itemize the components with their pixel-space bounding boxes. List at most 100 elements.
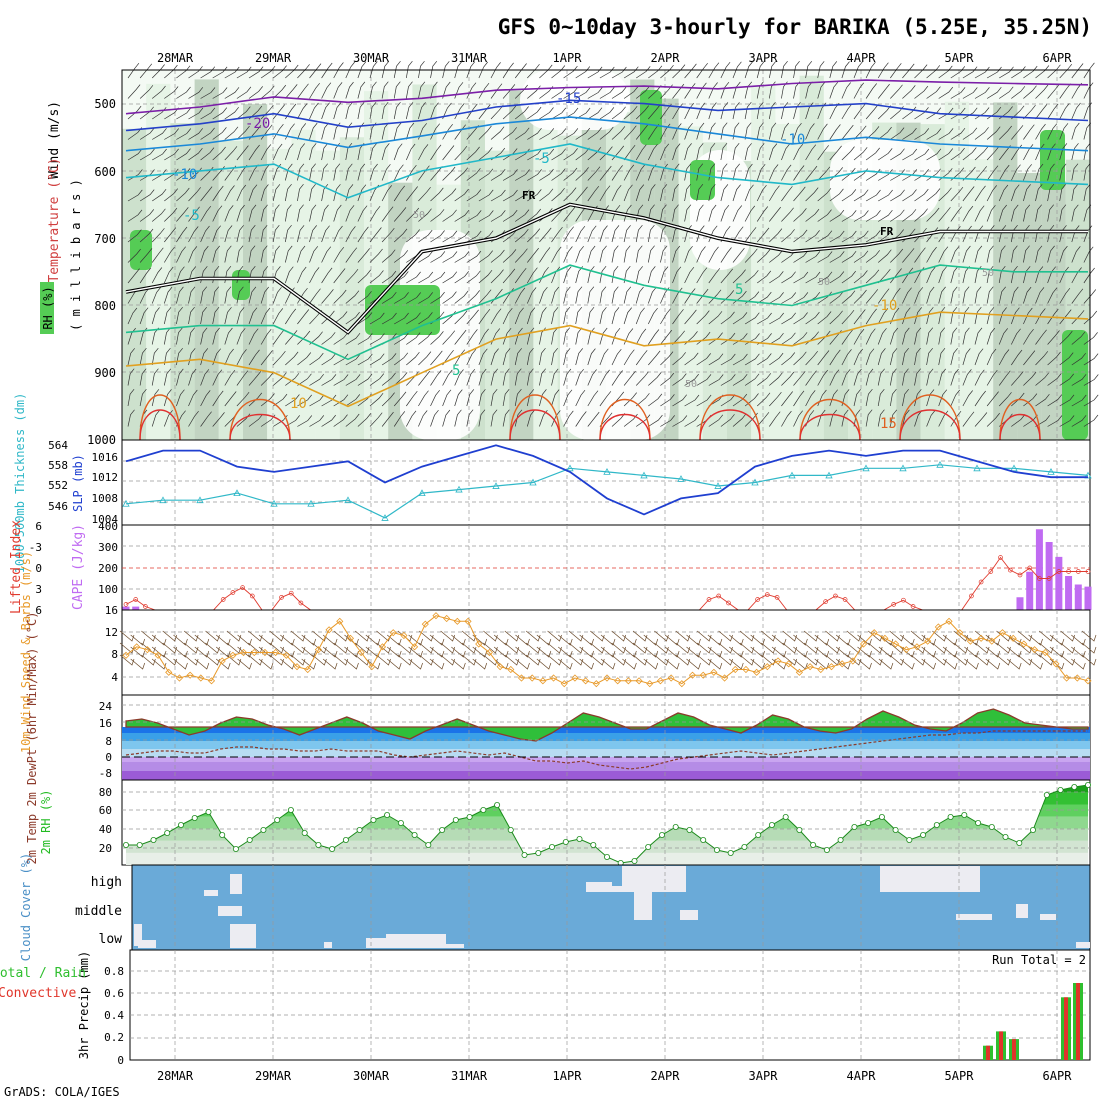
wind-marker	[892, 640, 900, 648]
upper-wind-barb	[660, 163, 668, 181]
upper-wind-barb	[1071, 394, 1087, 407]
upper-wind-barb	[369, 270, 384, 284]
upper-wind-barb	[260, 124, 273, 140]
upper-wind-barb	[1047, 84, 1060, 99]
upper-wind-barb	[914, 247, 926, 263]
freezing-line-inner	[125, 203, 1088, 334]
upper-wind-barb	[1071, 288, 1084, 304]
upper-wind-barb	[672, 330, 685, 345]
upper-wind-barb	[551, 307, 559, 325]
upper-wind-barb	[224, 205, 234, 222]
contour-label-5b: 5	[452, 363, 460, 379]
wind10m-barb	[301, 658, 317, 670]
cape-bars	[122, 529, 1092, 610]
wind10m-barb	[237, 634, 252, 646]
wind10m-barb	[942, 646, 958, 658]
upper-wind-barb	[660, 308, 671, 325]
upper-wind-barb	[260, 85, 275, 99]
upper-wind-barb	[732, 413, 747, 427]
upper-wind-barb	[902, 287, 912, 304]
upper-wind-barb	[236, 349, 247, 366]
panel-slp-thickness: 546 552 558 564 1004 1008 1012 1016 1000…	[13, 393, 1092, 573]
wind-marker	[838, 660, 846, 668]
upper-wind-barb	[829, 389, 838, 407]
upper-wind-barb	[853, 189, 869, 202]
bottom-date-9: 6APR	[1043, 1069, 1073, 1083]
upper-wind-barb	[381, 122, 389, 140]
upper-wind-barb	[393, 60, 401, 79]
upper-wind-barb	[817, 369, 828, 386]
upper-wind-barb	[611, 348, 622, 366]
upper-wind-barb	[394, 332, 409, 345]
upper-wind-barb	[1035, 204, 1042, 222]
upper-wind-barb	[635, 105, 649, 120]
wind-marker	[400, 631, 408, 640]
upper-wind-barb	[684, 373, 699, 386]
upper-wind-barb	[890, 248, 904, 263]
upper-wind-barb	[418, 186, 431, 202]
ylabel-cape: CAPE (J/kg)	[71, 524, 86, 610]
wind10m-barb	[1071, 646, 1086, 658]
upper-wind-barb	[829, 145, 842, 161]
upper-wind-barb	[502, 249, 517, 263]
upper-wind-barb	[841, 349, 852, 366]
upper-wind-barb	[1047, 394, 1063, 407]
upper-wind-barb	[623, 392, 637, 407]
upper-wind-barb	[926, 148, 942, 161]
rh2m-marker	[507, 827, 514, 834]
upper-wind-barb	[539, 107, 554, 120]
upper-wind-barb	[236, 225, 244, 243]
upper-wind-barb	[478, 147, 493, 161]
upper-wind-barb	[660, 224, 667, 243]
wind-marker	[913, 643, 921, 651]
rh2m-marker	[947, 814, 954, 821]
upper-wind-barb	[902, 388, 909, 407]
upper-air-ylabel: Wind (m/s) Temperature (°C) RH (%) ( m i…	[40, 101, 83, 334]
upper-wind-barb	[393, 81, 401, 99]
upper-wind-barb	[599, 286, 607, 304]
upper-wind-barb	[563, 226, 574, 243]
thickness-marker	[307, 499, 315, 507]
upper-wind-barb	[623, 307, 632, 325]
upper-wind-barb	[188, 147, 203, 161]
upper-wind-barb	[1023, 204, 1031, 222]
wind10m-barb	[814, 646, 830, 658]
upper-wind-barb	[829, 124, 841, 140]
rh2m-marker	[1071, 784, 1078, 791]
upper-wind-barb	[176, 327, 183, 345]
wind10m-barb	[1049, 634, 1065, 646]
upper-wind-barb	[393, 372, 408, 386]
upper-wind-barb	[176, 246, 186, 263]
upper-wind-barb	[902, 189, 917, 202]
upper-wind-barb	[442, 166, 456, 181]
upper-wind-barb	[297, 83, 309, 99]
upper-wind-barb	[696, 122, 705, 140]
upper-wind-barb	[708, 102, 717, 120]
rh-band	[1041, 181, 1066, 440]
upper-wind-barb	[841, 250, 857, 263]
rh2m-marker	[370, 817, 377, 824]
wind10m-barb	[985, 646, 1001, 658]
upper-wind-barb	[998, 184, 1009, 202]
upper-wind-barb	[587, 306, 595, 325]
wind-marker	[282, 651, 290, 659]
upper-wind-barb	[938, 286, 946, 304]
upper-wind-barb	[841, 309, 855, 325]
upper-wind-barb	[805, 311, 820, 325]
upper-wind-barb	[393, 391, 407, 407]
upper-wind-barb	[829, 188, 844, 202]
upper-wind-barb	[321, 204, 329, 222]
upper-wind-barb	[369, 61, 378, 79]
upper-wind-barb	[539, 286, 548, 304]
upper-wind-barb	[648, 393, 663, 407]
upper-wind-barb	[623, 86, 639, 99]
ytick-800: 800	[94, 299, 116, 313]
wind10m-barb	[215, 646, 231, 658]
upper-wind-barb	[260, 328, 272, 345]
upper-wind-barb	[272, 104, 285, 120]
upper-wind-barb	[297, 103, 308, 120]
upper-wind-barb	[877, 348, 886, 366]
upper-wind-barb	[890, 148, 905, 161]
upper-wind-barb	[212, 146, 226, 161]
upper-wind-barb	[587, 225, 597, 243]
